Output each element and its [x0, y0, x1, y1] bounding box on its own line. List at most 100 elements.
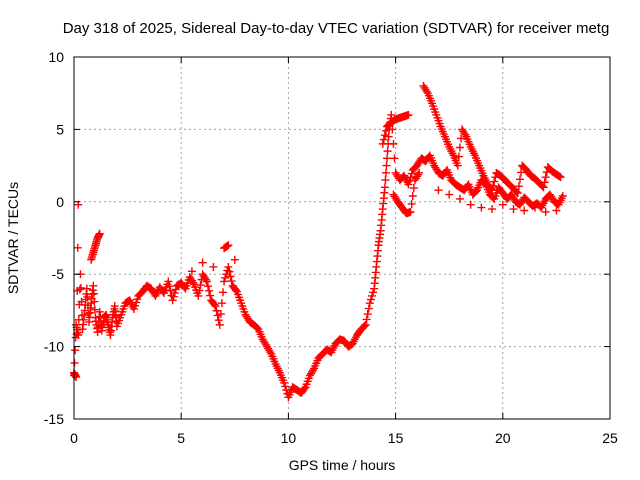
data-point-upper-band-fill: [422, 87, 431, 96]
x-axis-label: GPS time / hours: [289, 457, 396, 473]
data-point-upper-band-fill: [223, 241, 232, 250]
x-tick-label: 25: [602, 430, 618, 446]
data-point-main-fill: [300, 384, 309, 393]
data-point-main-fill: [383, 147, 392, 156]
data-point-upper-band: [513, 189, 522, 198]
data-point-upper-band-fill: [456, 134, 465, 143]
data-point-main-fill: [201, 275, 210, 284]
data-point-upper-band-fill: [514, 182, 523, 191]
x-tick-label: 10: [281, 430, 297, 446]
data-point-main-fill: [212, 306, 221, 315]
data-point-main: [220, 277, 229, 286]
data-point-lower-band-fill: [414, 170, 423, 179]
data-point-upper-band-fill: [379, 135, 388, 144]
data-point-main-fill: [382, 161, 391, 170]
data-point-main-fill: [281, 382, 290, 391]
data-point-upper-band: [539, 183, 548, 192]
data-point-main-fill: [362, 315, 371, 324]
x-tick-label: 0: [70, 430, 78, 446]
data-point-main-fill: [169, 292, 178, 301]
data-point-main: [74, 331, 83, 340]
data-point-main-fill: [381, 176, 390, 185]
data-point-main-fill: [216, 310, 225, 319]
data-point-upper-band-fill: [541, 173, 550, 182]
x-tick-label: 5: [177, 430, 185, 446]
data-point-main-fill: [366, 295, 375, 304]
data-point-main-fill: [390, 154, 399, 163]
y-tick-label: 0: [56, 194, 64, 210]
data-point-lower-band-fill: [407, 199, 416, 208]
data-point-main-fill: [381, 168, 390, 177]
y-tick-labels: -15 -10 -5 0 5 10: [44, 49, 64, 427]
data-point-main-fill: [221, 273, 230, 282]
data-point-upper-band-fill: [381, 126, 390, 135]
data-marks: [70, 81, 567, 402]
data-point-main-fill: [406, 173, 415, 182]
y-tick-label: -10: [44, 339, 64, 355]
data-point-main-fill: [71, 346, 80, 355]
data-point-main: [387, 110, 396, 119]
x-tick-label: 20: [495, 430, 511, 446]
data-point-lower-band: [477, 203, 486, 212]
data-point-main-fill: [206, 291, 215, 300]
data-point-main-fill: [384, 132, 393, 141]
data-point-lower-band: [509, 205, 518, 214]
axis-ticks: [73, 56, 611, 420]
y-axis-label: SDTVAR / TECUs: [5, 182, 21, 294]
data-point-upper-band-fill: [515, 175, 524, 184]
data-point-lower-band: [455, 194, 464, 203]
data-point-main: [168, 296, 177, 305]
data-point-main-fill: [166, 286, 175, 295]
data-point-upper-band: [230, 255, 239, 264]
data-point-main-fill: [205, 286, 214, 295]
data-point-main: [558, 192, 567, 201]
data-point-main-fill: [210, 300, 219, 309]
data-point-lower-band: [434, 186, 443, 195]
data-point-lower-band: [552, 206, 561, 215]
data-point-upper-band: [187, 267, 196, 276]
data-point-upper-band: [95, 229, 104, 238]
data-point-main: [194, 291, 203, 300]
data-point-lower-band: [498, 200, 507, 209]
data-point-main-fill: [83, 293, 92, 302]
data-point-main: [89, 281, 98, 290]
data-point-main-fill: [405, 176, 414, 185]
data-point-main-fill: [219, 288, 228, 297]
data-point-main-fill: [89, 289, 98, 298]
data-point-main-fill: [170, 289, 179, 298]
y-tick-label: 10: [48, 49, 64, 65]
x-tick-labels: 0 5 10 15 20 25: [70, 430, 618, 446]
data-point-main-fill: [225, 267, 234, 276]
data-point-main-fill: [196, 281, 205, 290]
data-point-main-fill: [407, 169, 416, 178]
data-point-main-fill: [90, 305, 99, 314]
y-tick-label: 5: [56, 121, 64, 137]
data-point-main-fill: [195, 286, 204, 295]
data-point-main: [202, 277, 211, 286]
data-point-upper-band: [453, 161, 462, 170]
data-point-main-fill: [363, 310, 372, 319]
data-point-main-fill: [364, 304, 373, 313]
data-point-upper-band-fill: [454, 152, 463, 161]
data-point-upper-band-fill: [489, 181, 498, 190]
data-point-upper-band: [488, 186, 497, 195]
data-point-main: [380, 183, 389, 192]
data-point-upper-band-fill: [517, 168, 526, 177]
data-point-lower-band: [541, 207, 550, 216]
grid-lines: [74, 57, 610, 419]
data-point-lower-band-fill: [73, 243, 82, 252]
data-point-upper-band: [378, 139, 387, 148]
data-point-upper-band-fill: [461, 130, 470, 139]
data-point-main-fill: [226, 272, 235, 281]
chart-title: Day 318 of 2025, Sidereal Day-to-day VTE…: [63, 20, 610, 37]
data-point-lower-band: [415, 168, 424, 177]
data-point-main-fill: [84, 309, 93, 318]
data-point-main-fill: [388, 125, 397, 134]
data-point-main-fill: [369, 288, 378, 297]
data-point-lower-band: [520, 206, 529, 215]
data-point-main-fill: [368, 291, 377, 300]
data-point-main: [82, 284, 91, 293]
data-point-main-fill: [360, 321, 369, 330]
data-point-main-fill: [70, 358, 79, 367]
y-tick-label: -5: [52, 266, 65, 282]
